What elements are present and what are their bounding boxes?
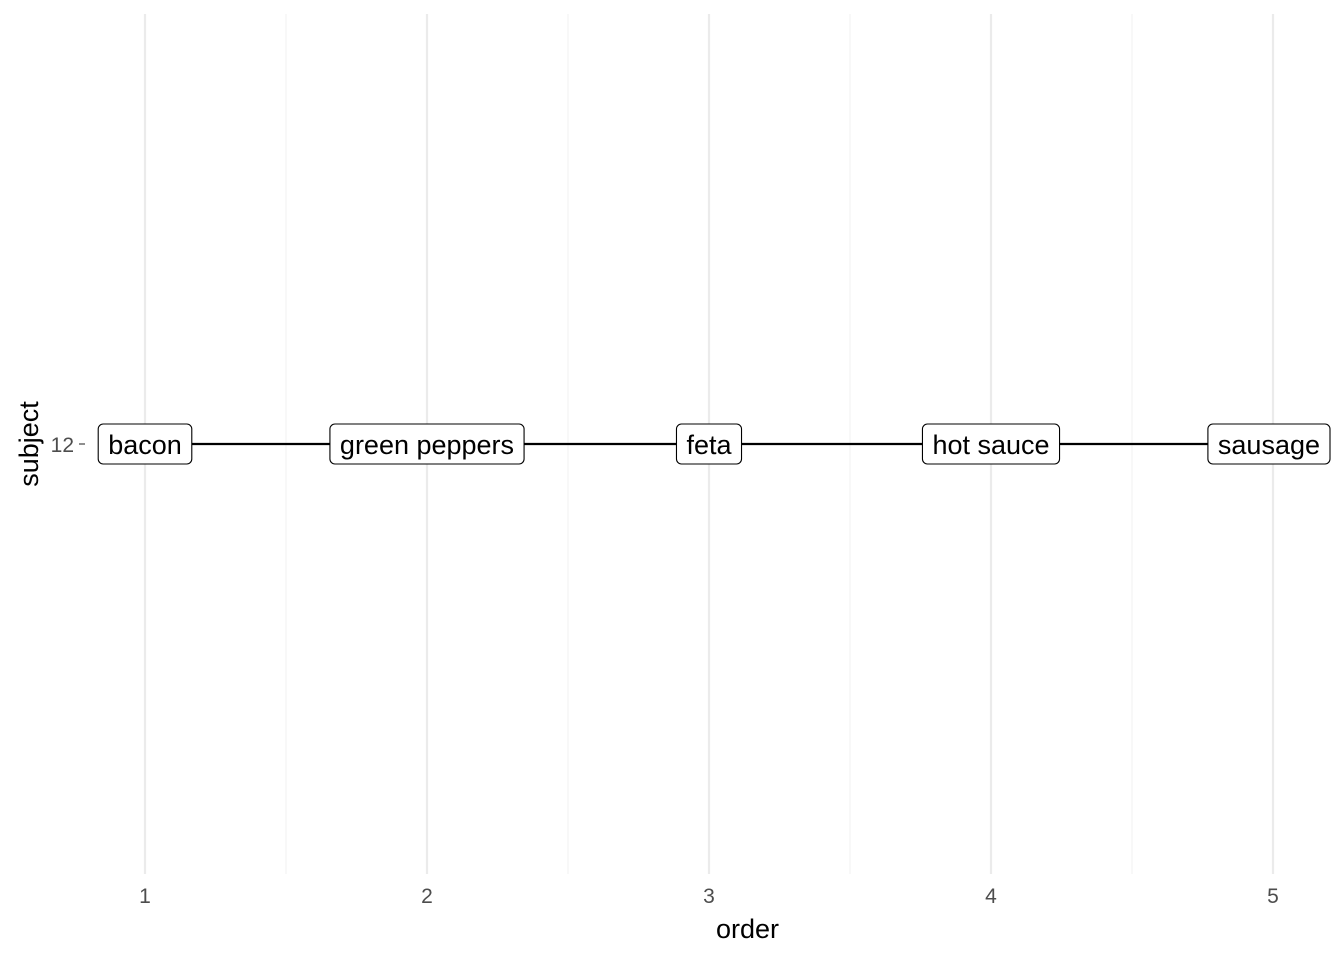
- point-label: hot sauce: [921, 423, 1061, 465]
- point-label-box: [921, 423, 1061, 465]
- x-tick-label: 3: [703, 885, 715, 908]
- x-tick-label: 2: [421, 885, 433, 908]
- point-label-text: hot sauce: [932, 430, 1049, 460]
- label-layer: bacon green peppers feta hot sauce sausage: [97, 423, 1331, 465]
- x-tick-label: 4: [985, 885, 997, 908]
- y-axis-title: subject: [14, 401, 44, 487]
- point-label: green peppers: [329, 423, 525, 465]
- point-label-box: [675, 423, 743, 465]
- x-tick-label: 5: [1267, 885, 1279, 908]
- tick-layer: 1 2 3 4 512: [51, 434, 1279, 908]
- point-label-box: [97, 423, 193, 465]
- x-axis-title: order: [716, 914, 779, 944]
- y-tick-label: 12: [51, 434, 74, 457]
- point-label: bacon: [97, 423, 193, 465]
- x-tick-label: 1: [139, 885, 151, 908]
- point-label-box: [329, 423, 525, 465]
- point-label: feta: [675, 423, 743, 465]
- point-label-text: feta: [686, 430, 732, 460]
- point-label-box: [1207, 423, 1331, 465]
- point-label-text: green peppers: [340, 430, 514, 460]
- point-label-text: bacon: [108, 430, 182, 460]
- point-label-text: sausage: [1218, 430, 1320, 460]
- point-label: sausage: [1207, 423, 1331, 465]
